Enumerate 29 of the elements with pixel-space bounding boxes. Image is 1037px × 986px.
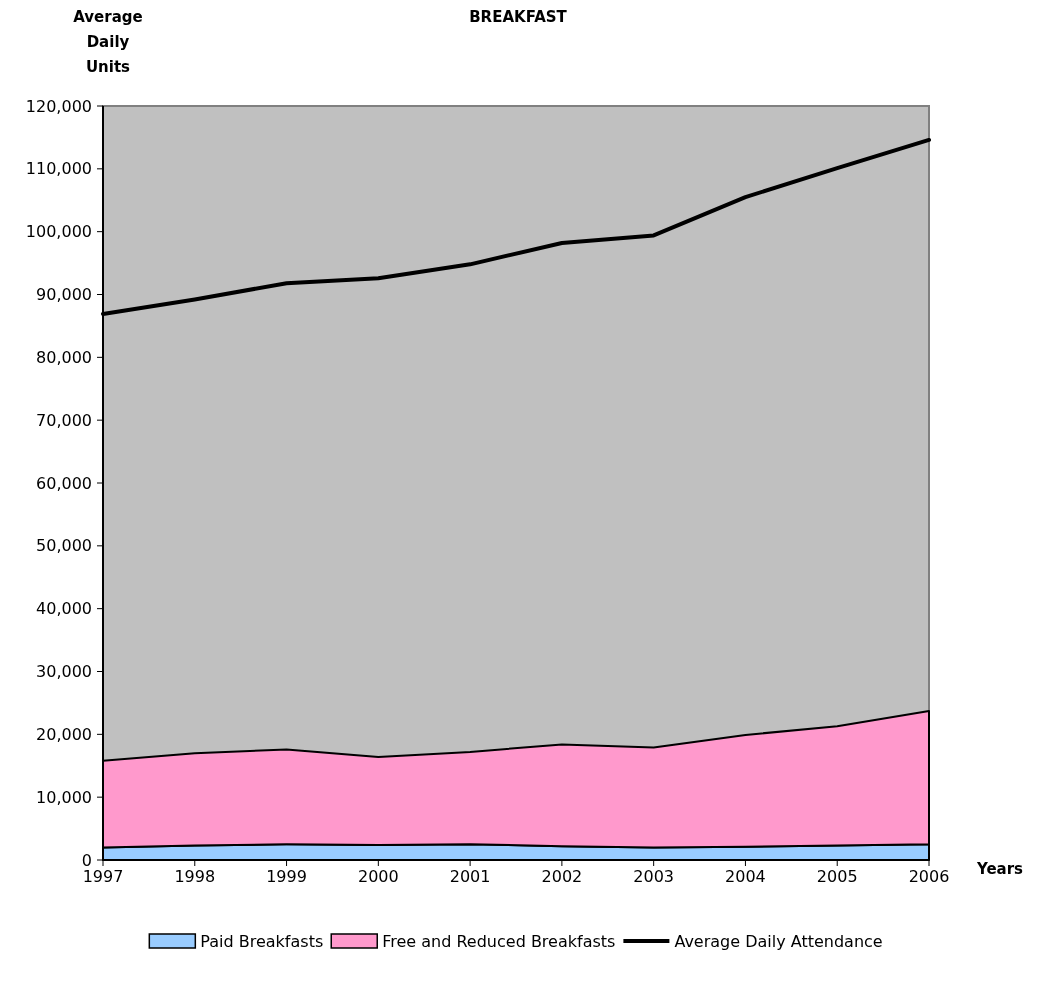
x-tick-label: 1998 [174, 867, 216, 886]
x-tick-label: 2001 [449, 867, 491, 886]
x-tick-label: 2004 [725, 867, 766, 886]
x-tick-label: 2006 [908, 867, 950, 886]
x-tick-label: 2005 [816, 867, 858, 886]
legend-label: Free and Reduced Breakfasts [382, 931, 616, 951]
y-axis-title: Average Daily Units [73, 8, 143, 76]
x-tick-label: 2002 [541, 867, 583, 886]
legend-label: Average Daily Attendance [674, 931, 883, 951]
y-tick-label: 60,000 [36, 473, 92, 493]
x-axis-title: Years [975, 860, 1024, 878]
y-tick-label: 90,000 [36, 285, 92, 305]
y-tick-label: 10,000 [36, 787, 92, 807]
x-tick-label: 1999 [266, 867, 307, 886]
y-tick-label: 30,000 [36, 662, 92, 682]
legend-label: Paid Breakfasts [200, 931, 324, 951]
y-tick-label: 110,000 [25, 159, 92, 179]
y-tick-label: 20,000 [36, 724, 92, 744]
y-tick-label: 70,000 [36, 410, 92, 430]
y-tick-label: 40,000 [36, 599, 92, 619]
y-tick-label: 0 [81, 850, 92, 870]
y-tick-label: 120,000 [25, 96, 92, 116]
y-tick-label: 80,000 [36, 347, 92, 367]
x-tick-label: 2000 [357, 867, 399, 886]
y-tick-label: 100,000 [25, 222, 92, 242]
chart-title: BREAKFAST [469, 8, 568, 26]
y-tick-label: 50,000 [36, 536, 92, 556]
x-tick-label: 2003 [633, 867, 675, 886]
x-tick-label: 1997 [82, 867, 124, 886]
